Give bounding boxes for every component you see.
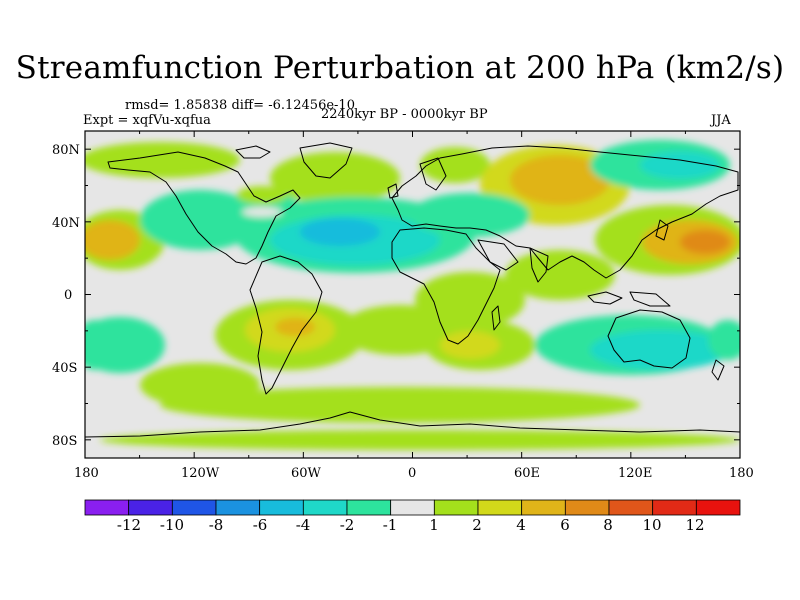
experiment-label: Expt = xqfVu-xqfua — [83, 113, 211, 128]
colorbar-swatch — [128, 499, 173, 516]
lat-label-40n: 40N — [52, 216, 80, 231]
anomaly-region — [270, 152, 400, 204]
stats-text: rmsd= 1.85838 diff= -6.12456e-10 — [125, 98, 355, 113]
colorbar-label: -2 — [339, 516, 355, 534]
colorbar-label: -10 — [159, 516, 185, 534]
colorbar-label: 10 — [642, 516, 662, 534]
anomaly-region — [510, 155, 610, 205]
anomaly-region — [275, 318, 315, 336]
coastline-british-isles — [387, 183, 399, 199]
coastline-madagascar — [491, 305, 501, 331]
period-label: 2240kyr BP - 0000kyr BP — [321, 107, 488, 122]
axis-ticks — [84, 131, 741, 458]
colorbar-swatch — [433, 499, 479, 516]
colorbar-swatch — [695, 499, 741, 516]
colorbar-swatch — [84, 499, 130, 516]
colorbar-label: 2 — [472, 516, 482, 534]
coastline-arabia — [477, 239, 519, 271]
anomaly-region — [100, 430, 740, 450]
coastline-scandinavia — [419, 157, 447, 191]
colorbar-swatch — [171, 499, 217, 516]
colorbar-label: 4 — [516, 516, 526, 534]
coastline-japan — [655, 219, 669, 241]
lon-label-180w: 180 — [74, 466, 99, 481]
colorbar-swatch — [259, 499, 304, 516]
anomaly-region — [237, 186, 287, 204]
colorbar-swatch — [564, 499, 610, 516]
coastline-india — [529, 247, 549, 283]
anomaly-region — [85, 142, 240, 178]
anomaly-region — [160, 387, 640, 423]
anomaly-region — [680, 230, 730, 254]
anomaly-region — [85, 220, 140, 260]
lon-label-60e: 60E — [514, 466, 541, 481]
anomaly-region — [300, 218, 380, 246]
lon-label-180e: 180 — [729, 466, 754, 481]
lat-label-80n: 80N — [52, 143, 80, 158]
coastline-north-america — [107, 151, 301, 265]
colorbar-swatch — [390, 499, 435, 516]
anomaly-region — [708, 320, 740, 360]
lon-label-60w: 60W — [291, 466, 321, 481]
colorbar-swatch — [652, 499, 697, 516]
coastline-indonesia — [587, 291, 623, 305]
lon-label-120w: 120W — [181, 466, 220, 481]
lon-label-120e: 120E — [618, 466, 653, 481]
colorbar-swatch — [608, 499, 654, 516]
colorbar-label: 1 — [429, 516, 439, 534]
colorbar-swatch — [477, 499, 523, 516]
coastline-arctic-islands — [235, 145, 271, 159]
anomaly-region — [590, 330, 730, 370]
coastline-australia — [607, 309, 691, 369]
coastline-antarctica — [85, 411, 740, 438]
lat-label-40s: 40S — [52, 361, 78, 376]
colorbar-swatch — [215, 499, 261, 516]
coastlines — [85, 142, 740, 438]
coastline-new-zealand — [711, 359, 725, 381]
colorbar-swatch — [521, 499, 566, 516]
lon-label-0: 0 — [408, 466, 417, 481]
colorbar-label: -1 — [382, 516, 398, 534]
anomaly-region — [85, 320, 115, 370]
anomaly-region — [505, 250, 615, 300]
colorbar — [84, 499, 741, 516]
coastline-greenland — [299, 142, 353, 179]
colorbar-label: 8 — [603, 516, 613, 534]
anomaly-region — [440, 331, 500, 359]
page-title: Streamfunction Perturbation at 200 hPa (… — [15, 50, 785, 86]
coastline-africa — [391, 227, 501, 345]
colorbar-label: -8 — [208, 516, 224, 534]
colorbar-swatch — [346, 499, 392, 516]
colorbar-label: 12 — [685, 516, 705, 534]
anomaly-field — [85, 140, 740, 450]
coastline-new-guinea — [629, 291, 671, 307]
anomaly-region — [420, 147, 490, 183]
coastline-eurasia — [391, 145, 739, 279]
anomaly-region — [242, 207, 282, 217]
lat-label-0: 0 — [64, 288, 73, 303]
colorbar-label: 6 — [560, 516, 570, 534]
colorbar-label: -6 — [252, 516, 268, 534]
season-label: JJA — [711, 113, 731, 128]
anomaly-region — [410, 193, 530, 237]
lat-label-80s: 80S — [52, 434, 78, 449]
coastline-south-america — [249, 255, 323, 395]
colorbar-label: -4 — [295, 516, 311, 534]
colorbar-label: -12 — [116, 516, 142, 534]
colorbar-swatch — [302, 499, 348, 516]
